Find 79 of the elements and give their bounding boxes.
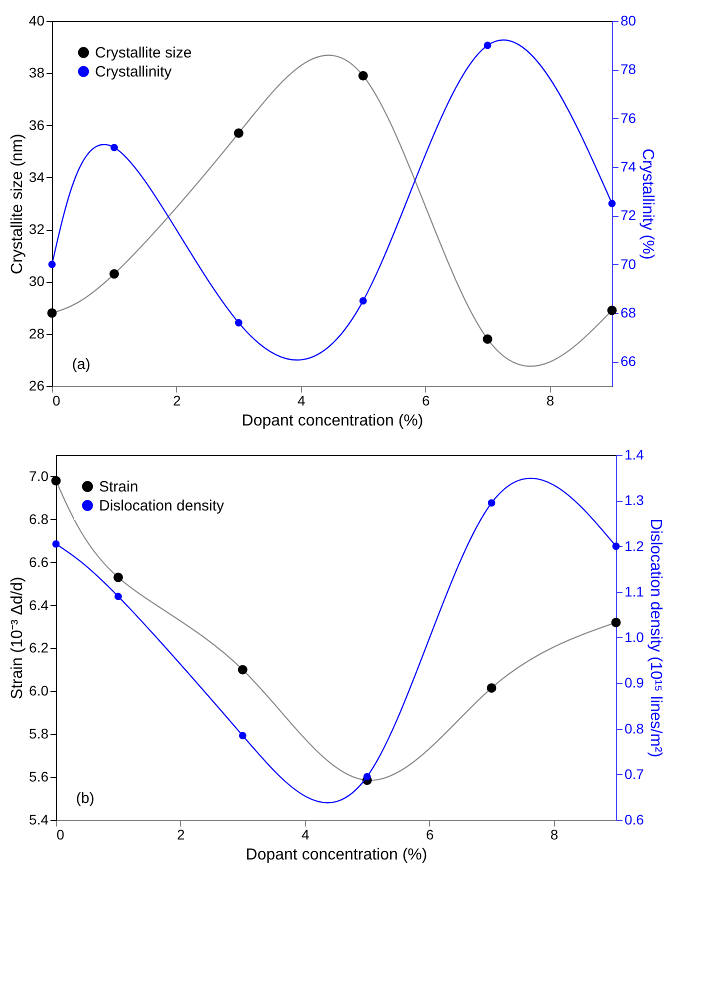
- x-axis-title: Dopant concentration (%): [242, 412, 424, 430]
- x-tick-label: 6: [422, 392, 430, 408]
- x-tick-label: 4: [297, 392, 306, 408]
- point: [47, 308, 57, 318]
- legend-label: Crystallinity: [95, 64, 172, 80]
- x-tick-label: 0: [56, 826, 64, 842]
- point: [486, 683, 496, 693]
- point: [488, 499, 496, 507]
- y2-tick-label: 72: [620, 207, 636, 224]
- point: [359, 297, 367, 305]
- point: [482, 334, 492, 344]
- y-tick-label: 38: [28, 64, 45, 81]
- point: [363, 772, 371, 780]
- y-tick-label: 32: [28, 221, 45, 238]
- point: [52, 540, 60, 548]
- x-tick-label: 8: [546, 392, 554, 408]
- y2-tick-label: 0.6: [624, 812, 644, 828]
- y-axis-title: Crystallite size (nm): [8, 134, 26, 274]
- x-tick-label: 6: [426, 826, 434, 842]
- y2-tick-label: 76: [620, 110, 636, 126]
- point: [238, 732, 246, 740]
- y-tick-label: 5.8: [29, 726, 49, 742]
- x-tick-label: 0: [52, 392, 60, 408]
- y-tick-label: 5.4: [29, 812, 49, 828]
- legend-label: Dislocation density: [99, 498, 225, 514]
- point: [51, 476, 61, 486]
- annotation: (a): [72, 356, 90, 373]
- x-tick-label: 8: [550, 826, 558, 842]
- y2-axis-title: Dislocation density (10¹⁵ lines/m²): [646, 518, 664, 758]
- point: [234, 319, 242, 326]
- y2-tick-label: 80: [620, 12, 636, 28]
- y2-tick-label: 1.0: [624, 629, 644, 645]
- point: [358, 71, 368, 80]
- y2-tick-label: 70: [620, 256, 636, 272]
- y-tick-label: 6.0: [29, 682, 49, 699]
- point: [110, 144, 118, 152]
- y-tick-label: 6.8: [29, 510, 49, 527]
- y-tick-label: 40: [28, 12, 45, 28]
- y-tick-label: 6.6: [29, 554, 49, 570]
- y-tick-label: 6.2: [29, 640, 49, 656]
- y2-tick-label: 66: [620, 353, 636, 370]
- y-tick-label: 34: [28, 168, 45, 185]
- x-axis-title: Dopant concentration (%): [246, 846, 428, 864]
- point: [113, 572, 123, 582]
- y-tick-label: 36: [28, 116, 45, 133]
- point: [109, 269, 119, 279]
- y2-tick-label: 0.7: [624, 766, 644, 782]
- x-tick-label: 4: [301, 826, 310, 842]
- y2-tick-label: 1.1: [624, 583, 644, 600]
- point: [611, 618, 621, 628]
- point: [612, 542, 620, 550]
- y-axis-title: Strain (10⁻³ Δd/d): [9, 576, 26, 700]
- point: [48, 260, 56, 268]
- point: [238, 664, 248, 674]
- y2-tick-label: 1.3: [624, 492, 644, 508]
- y2-tick-label: 68: [620, 304, 636, 320]
- legend-label: Crystallite size: [95, 44, 192, 62]
- x-tick-label: 2: [173, 392, 182, 408]
- point: [114, 592, 122, 600]
- y-tick-label: 6.4: [29, 596, 49, 613]
- y-tick-label: 7.0: [29, 468, 49, 484]
- point: [607, 306, 617, 316]
- y-tick-label: 5.6: [29, 768, 49, 785]
- y2-tick-label: 1.2: [624, 538, 644, 554]
- x-tick-label: 2: [177, 826, 186, 842]
- y2-tick-label: 1.4: [624, 446, 644, 462]
- point: [484, 42, 492, 50]
- annotation: (b): [76, 790, 94, 807]
- y2-tick-label: 0.9: [624, 674, 644, 691]
- point: [608, 200, 616, 208]
- y-tick-label: 28: [28, 325, 45, 342]
- y2-axis-title: Crystallinity (%): [639, 148, 656, 260]
- legend-label: Strain: [99, 478, 138, 496]
- y-tick-label: 26: [28, 378, 45, 394]
- y-tick-label: 30: [28, 273, 45, 290]
- y2-tick-label: 0.8: [624, 720, 644, 736]
- point: [234, 128, 244, 138]
- y2-tick-label: 74: [620, 158, 636, 174]
- y2-tick-label: 78: [620, 61, 636, 78]
